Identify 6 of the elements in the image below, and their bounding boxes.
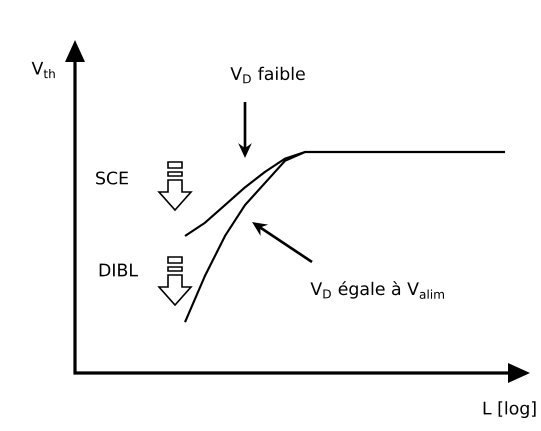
text: V$_{D}$ faible: [230, 66, 305, 84]
text: DIBL: [100, 264, 138, 276]
text: V$_{th}$: [32, 62, 55, 78]
x-axis-title: L [log]: [484, 401, 536, 418]
annotation: V$_{D}$ égale à V$_{alim}$: [310, 281, 444, 299]
text: SCE: [96, 171, 128, 185]
